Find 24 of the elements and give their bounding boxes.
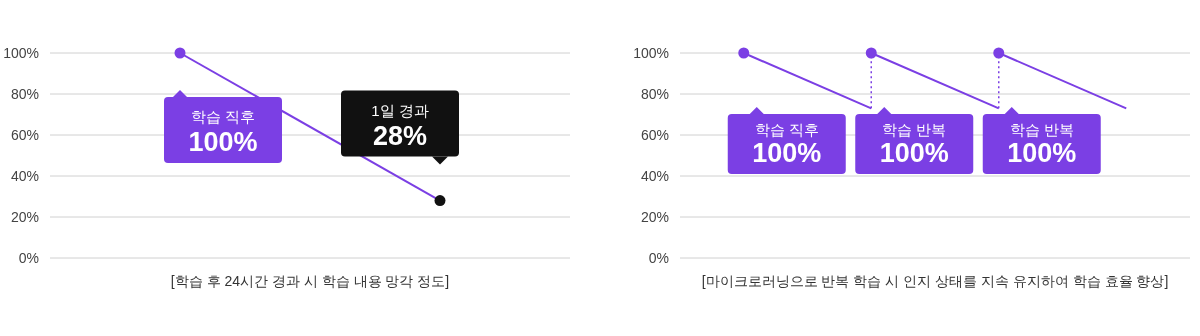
- y-tick-label: 40%: [640, 168, 669, 184]
- x-axis-title: [학습 후 24시간 경과 시 학습 내용 망각 정도]: [170, 273, 450, 289]
- data-label: 28%: [372, 120, 428, 151]
- x-axis-title: [마이크로러닝으로 반복 학습 시 인지 상태를 지속 유지하여 학습 효율 향상]: [701, 273, 1169, 289]
- y-tick-label: 100%: [3, 45, 39, 61]
- data-label: 100%: [188, 127, 258, 157]
- y-tick-label: 40%: [10, 168, 39, 184]
- y-tick-label: 80%: [10, 86, 39, 102]
- annotation: 1일 경과: [371, 101, 429, 119]
- annotation: 학습 직후: [190, 108, 256, 125]
- annotation: 학습 직후: [754, 121, 819, 138]
- data-label: 100%: [752, 138, 822, 168]
- y-tick-label: 0%: [648, 250, 669, 266]
- y-tick-label: 60%: [640, 127, 669, 143]
- y-tick-label: 60%: [10, 127, 39, 143]
- y-tick-label: 80%: [640, 86, 669, 102]
- y-tick-label: 0%: [18, 250, 39, 266]
- data-label: 100%: [879, 138, 949, 168]
- data-label: 100%: [1007, 138, 1077, 168]
- annotation: 학습 반복: [1009, 121, 1074, 138]
- annotation: 학습 반복: [882, 121, 947, 138]
- y-tick-label: 100%: [633, 45, 669, 61]
- y-tick-label: 20%: [10, 209, 39, 225]
- y-tick-label: 20%: [640, 209, 669, 225]
